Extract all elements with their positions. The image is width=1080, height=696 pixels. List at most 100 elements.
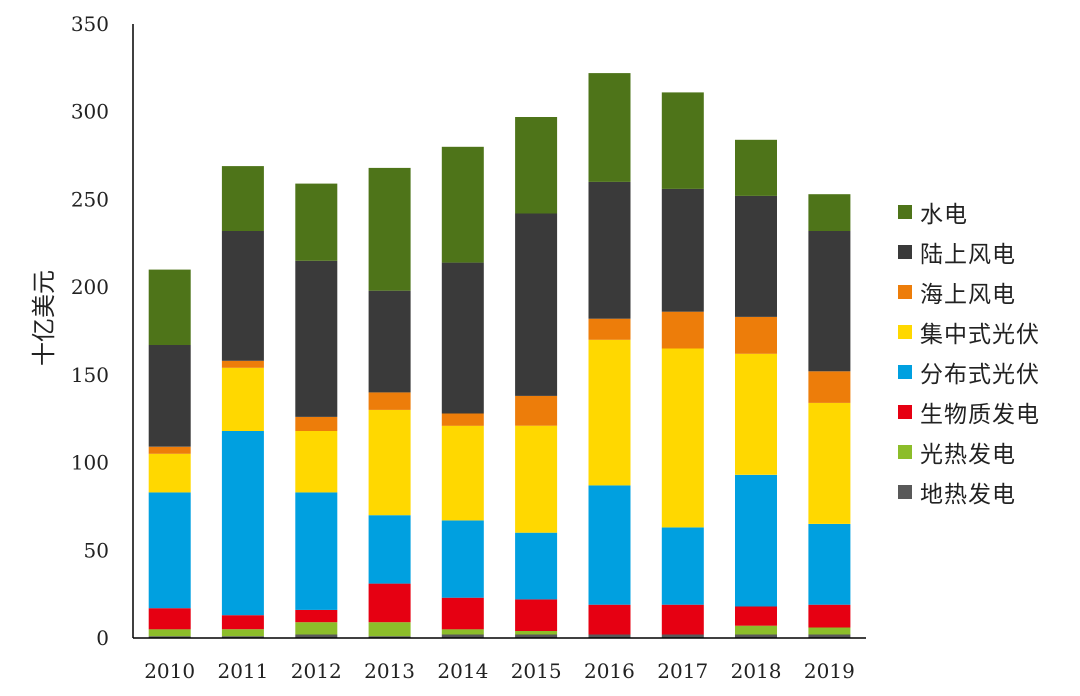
- y-axis-label: 十亿美元: [30, 270, 58, 366]
- bar-segment: [515, 117, 558, 214]
- x-axis-ticks: 2010 2011 2012 2013 2014 2015 2016 2017 2018 2019: [144, 659, 855, 683]
- bar-segment: [515, 599, 558, 631]
- legend-item: 生物质发电: [898, 392, 1040, 432]
- bar-segment: [735, 195, 777, 317]
- bar-segment: [148, 492, 191, 609]
- legend-item: 陆上风电: [898, 232, 1040, 272]
- bar-segment: [368, 409, 411, 516]
- bar-segment: [221, 636, 264, 638]
- bar-segment: [441, 146, 484, 263]
- y-tick-label: 350: [71, 12, 109, 36]
- legend-item: 分布式光伏: [898, 352, 1040, 392]
- bar-segment: [441, 262, 484, 414]
- bar-segment: [661, 527, 704, 605]
- bar-segment: [368, 583, 411, 623]
- bar-segment: [735, 625, 777, 635]
- bar-segment: [368, 515, 411, 584]
- legend-label: 分布式光伏: [920, 362, 1040, 388]
- bar-segment: [148, 446, 191, 454]
- bar-segment: [588, 73, 631, 182]
- bar-segment: [808, 524, 851, 605]
- bar-segment: [808, 371, 851, 403]
- axes: [132, 24, 866, 639]
- bar-segment: [735, 606, 777, 626]
- legend-item: 海上风电: [898, 272, 1040, 312]
- bar-segment: [221, 166, 264, 231]
- legend-label: 陆上风电: [920, 242, 1016, 268]
- legend-swatch: [898, 485, 912, 499]
- bar-segment: [368, 290, 411, 393]
- bar-segment: [441, 629, 484, 635]
- y-tick-label: 200: [71, 275, 109, 299]
- bar-segment: [808, 627, 851, 635]
- bar-segment: [735, 474, 777, 607]
- bar-segment: [588, 181, 631, 319]
- bar-segment: [221, 431, 264, 616]
- bar-segment: [221, 367, 264, 431]
- bar-segment: [661, 92, 704, 189]
- legend-item: 水电: [898, 192, 1040, 232]
- legend-swatch: [898, 365, 912, 379]
- bar-segment: [808, 604, 851, 628]
- bar-segment: [515, 634, 558, 638]
- legend-label: 光热发电: [920, 442, 1016, 468]
- bar-segment: [368, 636, 411, 638]
- legend-label: 生物质发电: [920, 402, 1040, 428]
- bar-segment: [221, 231, 264, 361]
- x-tick-label: 2018: [731, 659, 782, 683]
- legend-item: 集中式光伏: [898, 312, 1040, 352]
- bar-segment: [148, 345, 191, 447]
- bar-segment: [441, 520, 484, 598]
- y-tick-label: 150: [71, 363, 109, 387]
- bar-segment: [295, 260, 338, 417]
- x-tick-label: 2014: [437, 659, 488, 683]
- x-tick-label: 2012: [291, 659, 342, 683]
- bar-segment: [148, 269, 191, 345]
- bar-segment: [148, 636, 191, 638]
- x-tick-label: 2016: [584, 659, 635, 683]
- legend-item: 光热发电: [898, 432, 1040, 472]
- bar-segment: [295, 609, 338, 623]
- bar-segment: [368, 622, 411, 637]
- legend-label: 水电: [920, 202, 968, 228]
- bar-segment: [221, 629, 264, 637]
- bar-segment: [515, 532, 558, 600]
- bar-segment: [735, 634, 777, 638]
- y-tick-label: 50: [84, 538, 109, 562]
- bar-segment: [661, 348, 704, 528]
- bar-segment: [441, 413, 484, 426]
- bar-segment: [588, 604, 631, 635]
- bar-segment: [441, 425, 484, 521]
- y-tick-label: 100: [71, 451, 109, 475]
- bar-segment: [221, 360, 264, 368]
- x-tick-label: 2017: [657, 659, 708, 683]
- bar-segment: [295, 634, 338, 638]
- bar-segment: [441, 597, 484, 630]
- bar-segment: [661, 634, 704, 638]
- bar-segment: [735, 317, 777, 354]
- legend-swatch: [898, 445, 912, 459]
- legend-swatch: [898, 205, 912, 219]
- bar-segment: [735, 139, 777, 196]
- bar-segment: [808, 402, 851, 524]
- bar-segment: [515, 631, 558, 635]
- y-axis-ticks: 0 50 100 150 200 250 300 350: [71, 12, 109, 650]
- legend: 水电 陆上风电 海上风电 集中式光伏 分布式光伏 生物质发电 光热发电 地热发电: [898, 192, 1040, 512]
- bar-segment: [368, 167, 411, 291]
- bar-segment: [148, 629, 191, 637]
- bar-segment: [441, 634, 484, 638]
- x-tick-label: 2011: [217, 659, 268, 683]
- bar-segment: [661, 311, 704, 349]
- bar-segment: [735, 353, 777, 475]
- bar-segment: [515, 425, 558, 533]
- legend-swatch: [898, 285, 912, 299]
- bar-segment: [148, 608, 191, 630]
- bar-segment: [295, 622, 338, 635]
- bar-segment: [661, 188, 704, 312]
- bar-segment: [808, 194, 851, 231]
- legend-label: 海上风电: [920, 282, 1016, 308]
- bar-segment: [515, 213, 558, 396]
- bar-segment: [515, 395, 558, 426]
- legend-swatch: [898, 405, 912, 419]
- y-tick-label: 250: [71, 187, 109, 211]
